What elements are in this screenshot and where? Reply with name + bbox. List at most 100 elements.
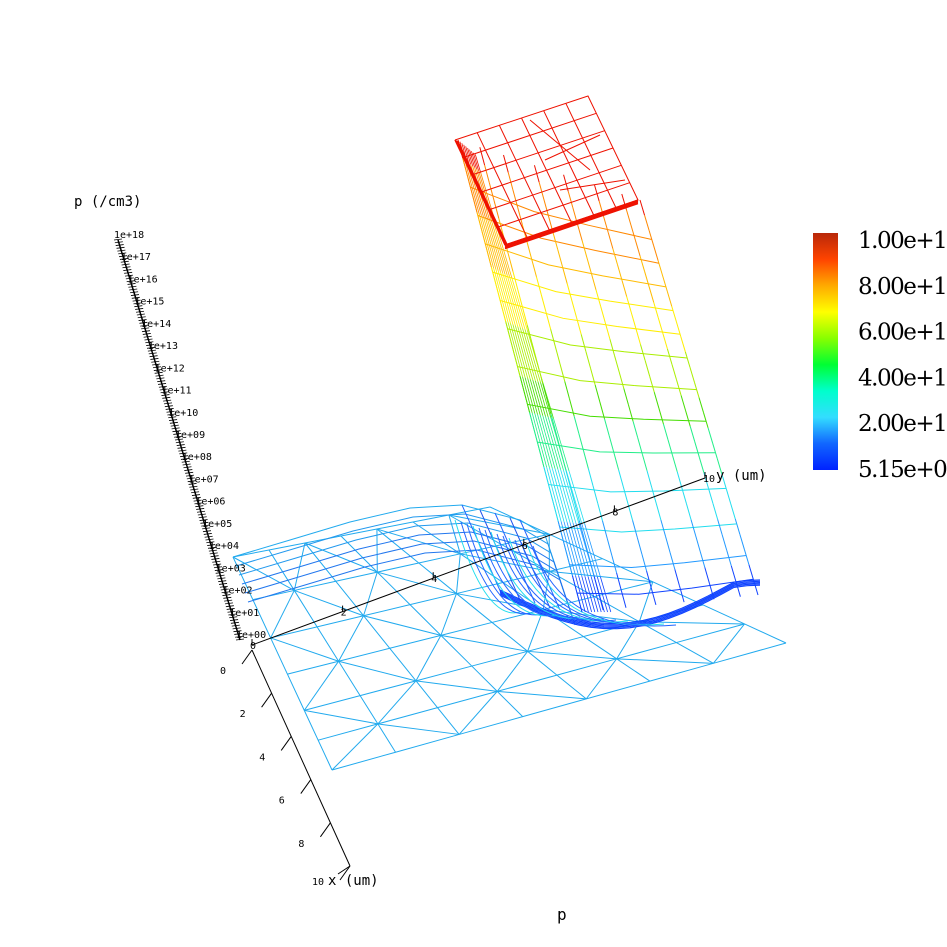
- wall-dense-line: [562, 486, 569, 506]
- wall-dense-line: [462, 158, 468, 177]
- colorbar-tick-label: 6.00e+17: [858, 320, 947, 346]
- wall-dense-line: [529, 412, 535, 431]
- wall-column: [545, 396, 552, 415]
- z-minor-tick: [165, 408, 174, 410]
- z-minor-tick: [188, 483, 197, 485]
- z-minor-tick: [129, 288, 138, 291]
- wall-column: [672, 455, 678, 472]
- wall-column: [695, 535, 701, 552]
- z-minor-tick: [145, 341, 154, 344]
- z-tick-label: 1e+02: [222, 586, 252, 597]
- wall-column: [576, 223, 583, 241]
- colorbar: 1.00e+18 8.00e+17 6.00e+17 4.00e+17 2.00e+17…: [813, 228, 947, 483]
- z-tick-label: 1e+06: [195, 497, 225, 508]
- z-minor-tick: [118, 252, 127, 255]
- wall-dense-line: [549, 467, 555, 486]
- z-minor-tick: [235, 635, 244, 638]
- z-minor-tick: [202, 530, 212, 533]
- z-minor-tick: [166, 410, 175, 413]
- wall-dense-line: [531, 412, 538, 432]
- wall-dense-line: [555, 451, 562, 470]
- x-axis-label: x (um): [328, 873, 379, 889]
- plateau-line: [247, 549, 576, 626]
- wall-column: [594, 184, 600, 202]
- wall-dense-line: [579, 558, 586, 577]
- z-minor-tick: [168, 416, 177, 419]
- wall-dense-line: [554, 468, 561, 487]
- wall-dense-line: [493, 268, 499, 287]
- axes: 1e+00 1e+01 1e+02 1e+03 1e+04 1e+05 1e+06 1e+07…: [74, 194, 767, 924]
- wall-dense-line: [519, 327, 526, 346]
- z-minor-tick: [204, 535, 213, 538]
- z-minor-tick: [169, 421, 178, 424]
- wall-dense-line: [537, 381, 544, 400]
- wall-rung: [470, 186, 652, 240]
- floor-mesh-diagonal: [458, 691, 498, 735]
- wall-dense-line: [505, 289, 511, 308]
- wall-dense-line: [529, 379, 536, 398]
- floor-mesh-diagonal: [377, 571, 457, 595]
- wall-dense-line: [498, 240, 505, 259]
- x-tick-label: 0: [220, 666, 226, 677]
- wall-column: [626, 296, 632, 313]
- z-minor-tick: [131, 296, 140, 299]
- z-minor-tick: [180, 455, 189, 458]
- wall-dense-line: [514, 325, 521, 344]
- floor-mesh-diagonal: [496, 651, 529, 692]
- z-minor-tick: [224, 602, 234, 605]
- wall-dense-line: [524, 329, 531, 348]
- floor-mesh-line: [318, 623, 745, 741]
- z-minor-tick: [163, 402, 173, 405]
- z-tick-label: 1e+15: [134, 297, 164, 308]
- floor-mesh-diagonal: [415, 680, 498, 692]
- z-minor-tick: [200, 521, 209, 524]
- wall-dense-line: [548, 484, 554, 504]
- wall-dense-line: [570, 505, 577, 524]
- floor-mesh-line: [270, 558, 603, 639]
- wall-dense-line: [495, 269, 502, 288]
- wall-dense-line: [547, 416, 554, 435]
- floor-mesh-diagonal: [376, 528, 461, 555]
- z-minor-tick: [152, 366, 162, 369]
- wall-dense-line: [500, 242, 507, 261]
- wall-column: [666, 348, 673, 365]
- wall-column: [540, 294, 547, 312]
- wall-dense-line: [543, 466, 550, 486]
- z-minor-tick: [227, 610, 236, 613]
- wall-dense-line: [549, 450, 556, 469]
- z-minor-tick: [141, 327, 150, 330]
- z-tick-label: 1e+13: [148, 341, 178, 352]
- z-minor-tick: [128, 285, 137, 288]
- z-minor-tick: [174, 438, 184, 441]
- z-minor-tick: [182, 463, 191, 466]
- top-cap-diagonal: [529, 119, 591, 171]
- wall-dense-line: [532, 379, 539, 398]
- wall-dense-line: [514, 293, 521, 312]
- wall-dense-line: [552, 451, 559, 470]
- wall-dense-line: [522, 360, 529, 379]
- wall-column: [574, 503, 580, 522]
- wall-dense-line: [538, 448, 545, 467]
- z-minor-tick: [150, 358, 159, 360]
- wall-dense-line: [529, 346, 536, 365]
- wall-column: [644, 360, 651, 377]
- z-tick-label: 1e+07: [189, 474, 219, 485]
- wall-dense-line: [474, 167, 481, 186]
- wall-dense-line: [506, 275, 513, 294]
- wall-dense-line: [551, 485, 557, 504]
- wall-dense-line: [542, 432, 548, 451]
- colorbar-tick-label: 8.00e+17: [858, 274, 947, 300]
- wall-column: [554, 346, 561, 365]
- wall-column: [648, 286, 655, 303]
- floor-mesh-diagonal: [549, 570, 653, 583]
- wall-dense-line: [514, 309, 521, 328]
- colorbar-swatch: [813, 233, 838, 470]
- wall-column: [651, 486, 657, 504]
- z-minor-tick: [198, 516, 207, 519]
- wall-dense-line: [540, 398, 546, 417]
- wall-dense-line: [501, 257, 508, 276]
- wall-column: [559, 363, 566, 382]
- wall-column: [730, 565, 737, 582]
- z-minor-tick: [209, 552, 218, 555]
- wall-dense-line: [571, 540, 578, 559]
